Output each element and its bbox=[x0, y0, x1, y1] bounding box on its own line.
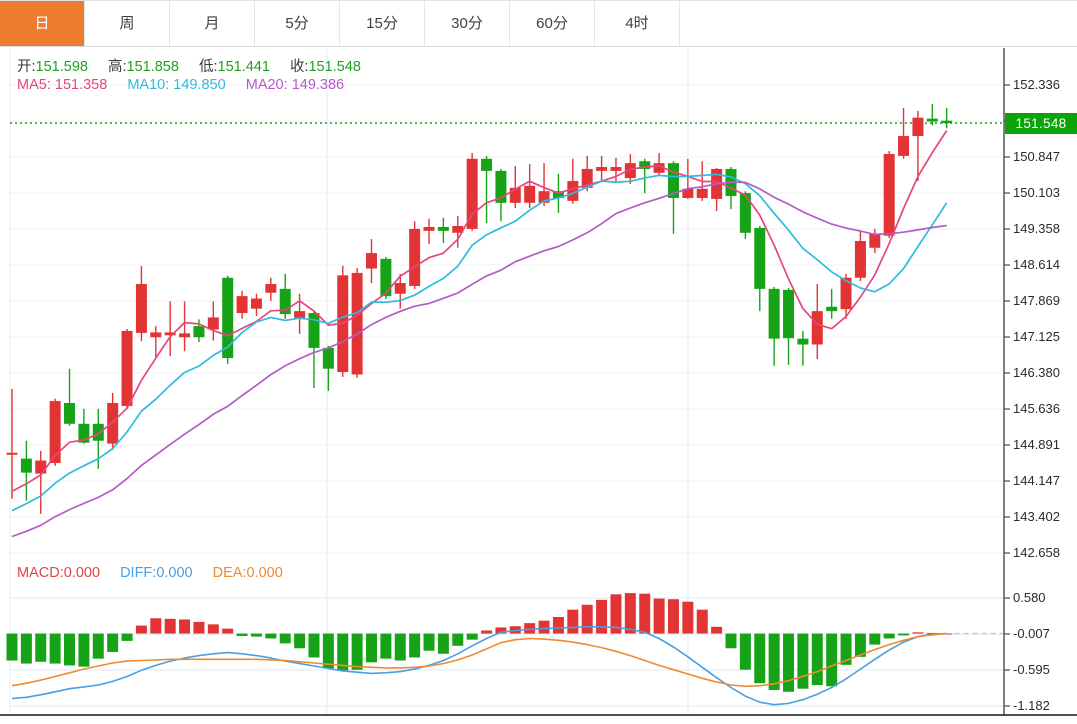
ohlc-info: 开:151.598 高:151.858 低:151.441 收:151.548 bbox=[17, 55, 377, 76]
macd-axis-label: 0.580 bbox=[1013, 590, 1046, 605]
low-value: 151.441 bbox=[217, 59, 270, 75]
price-axis-label: 150.103 bbox=[1013, 185, 1060, 200]
macd-axis-label: -1.182 bbox=[1013, 698, 1050, 713]
ma5-label: MA5: bbox=[17, 77, 51, 93]
tab-month[interactable]: 月 bbox=[170, 1, 255, 46]
close-label: 收: bbox=[289, 59, 309, 75]
price-axis-label: 148.614 bbox=[1013, 257, 1060, 272]
tab-day[interactable]: 日 bbox=[0, 1, 85, 46]
price-axis-label: 144.891 bbox=[1013, 437, 1060, 452]
tab-4hour[interactable]: 4时 bbox=[595, 1, 680, 46]
price-axis-label: 152.336 bbox=[1013, 77, 1060, 92]
ma10-value: 149.850 bbox=[173, 77, 226, 93]
ma10-label: MA10: bbox=[127, 77, 170, 93]
price-axis-label: 149.358 bbox=[1013, 221, 1060, 236]
diff-value: 0.000 bbox=[156, 565, 193, 581]
high-label: 高: bbox=[107, 59, 127, 75]
price-axis-label: 150.847 bbox=[1013, 149, 1060, 164]
chart-region[interactable]: 开:151.598 高:151.858 低:151.441 收:151.548 … bbox=[0, 47, 1077, 724]
price-axis-label: 147.125 bbox=[1013, 329, 1060, 344]
tab-30min[interactable]: 30分 bbox=[425, 1, 510, 46]
current-price-tag: 151.548 bbox=[1005, 113, 1077, 134]
price-axis-label: 146.380 bbox=[1013, 365, 1060, 380]
tab-60min[interactable]: 60分 bbox=[510, 1, 595, 46]
price-axis-label: 143.402 bbox=[1013, 509, 1060, 524]
ma5-value: 151.358 bbox=[54, 77, 108, 93]
diff-label: DIFF: bbox=[120, 565, 157, 581]
ma-info: MA5: 151.358 MA10: 149.850 MA20: 149.386 bbox=[17, 77, 360, 93]
ma20-value: 149.386 bbox=[291, 77, 345, 93]
high-value: 151.858 bbox=[126, 59, 179, 75]
tab-5min[interactable]: 5分 bbox=[255, 1, 340, 46]
tab-15min[interactable]: 15分 bbox=[340, 1, 425, 46]
open-label: 开: bbox=[17, 59, 36, 75]
dea-value: 0.000 bbox=[246, 565, 283, 581]
ma20-label: MA20: bbox=[245, 77, 288, 93]
macd-axis-label: -0.007 bbox=[1013, 626, 1050, 641]
macd-info: MACD:0.000 DIFF:0.000 DEA:0.000 bbox=[17, 565, 299, 581]
close-value: 151.548 bbox=[308, 59, 361, 75]
tab-week[interactable]: 周 bbox=[85, 1, 170, 46]
open-value: 151.598 bbox=[35, 59, 88, 75]
macd-label: MACD: bbox=[17, 565, 64, 581]
macd-axis-label: -0.595 bbox=[1013, 662, 1050, 677]
dea-label: DEA: bbox=[212, 565, 247, 581]
low-label: 低: bbox=[198, 59, 218, 75]
candlestick-chart-canvas[interactable] bbox=[0, 47, 1077, 724]
price-axis-label: 147.869 bbox=[1013, 293, 1060, 308]
price-axis-label: 145.636 bbox=[1013, 401, 1060, 416]
timeframe-tabbar: 日 周 月 5分 15分 30分 60分 4时 bbox=[0, 1, 1077, 47]
price-axis-label: 142.658 bbox=[1013, 545, 1060, 560]
macd-value: 0.000 bbox=[63, 565, 101, 581]
price-axis-label: 144.147 bbox=[1013, 473, 1060, 488]
